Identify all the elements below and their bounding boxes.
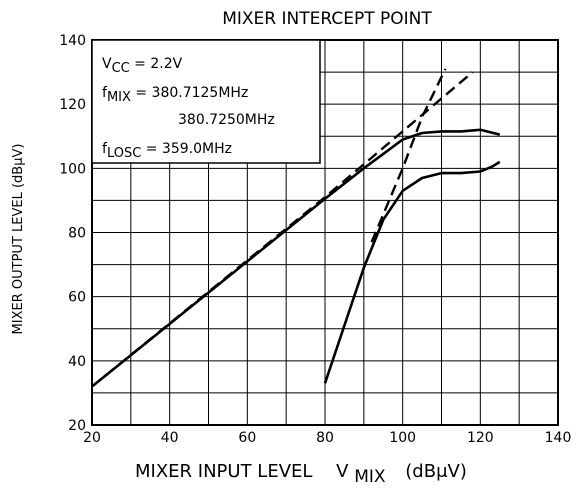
chart-title: MIXER INTERCEPT POINT bbox=[222, 9, 432, 29]
conditions-box bbox=[91, 39, 321, 164]
conditions-text: VCC = 2.2V fMIX = 380.7125MHz 380.7250MHz f… bbox=[102, 56, 275, 161]
series-line-1 bbox=[91, 128, 501, 388]
x-axis-symbol-subscript: MIX bbox=[354, 467, 386, 487]
condition-line: VCC = 2.2V bbox=[102, 56, 183, 76]
x-tick-label: 20 bbox=[83, 430, 101, 446]
y-tick-label: 60 bbox=[68, 290, 86, 306]
x-tick-label: 120 bbox=[467, 430, 494, 446]
x-axis-unit: (dBμV) bbox=[405, 461, 467, 482]
plot-frame bbox=[91, 39, 559, 426]
condition-line: 380.7250MHz bbox=[178, 112, 275, 128]
y-axis-label: MIXER OUTPUT LEVEL (dBμV) bbox=[11, 144, 26, 335]
y-tick-label: 120 bbox=[59, 97, 86, 113]
x-axis-label-text: MIXER INPUT LEVEL bbox=[135, 461, 312, 482]
x-tick-label: 40 bbox=[161, 430, 179, 446]
series-line-2 bbox=[323, 160, 501, 384]
x-axis-label: MIXER INPUT LEVEL V MIX (dBμV) bbox=[135, 461, 467, 487]
condition-line: fMIX = 380.7125MHz bbox=[102, 85, 248, 105]
y-tick-label: 20 bbox=[68, 418, 86, 434]
condition-line: fLOSC = 359.0MHz bbox=[102, 141, 232, 161]
y-tick-labels: 20 40 60 80 100 120 140 bbox=[59, 33, 86, 434]
x-tick-label: 60 bbox=[238, 430, 256, 446]
series-group bbox=[91, 68, 501, 388]
series-line-4 bbox=[370, 68, 447, 243]
y-tick-label: 40 bbox=[68, 354, 86, 370]
y-tick-label: 140 bbox=[59, 33, 86, 49]
x-tick-label: 100 bbox=[389, 430, 416, 446]
x-tick-label: 80 bbox=[316, 430, 334, 446]
y-tick-label: 100 bbox=[59, 161, 86, 177]
x-axis-symbol: V bbox=[336, 461, 349, 482]
y-tick-label: 80 bbox=[68, 226, 86, 242]
x-tick-label: 140 bbox=[545, 430, 572, 446]
x-tick-labels: 20 40 60 80 100 120 140 bbox=[83, 430, 571, 446]
